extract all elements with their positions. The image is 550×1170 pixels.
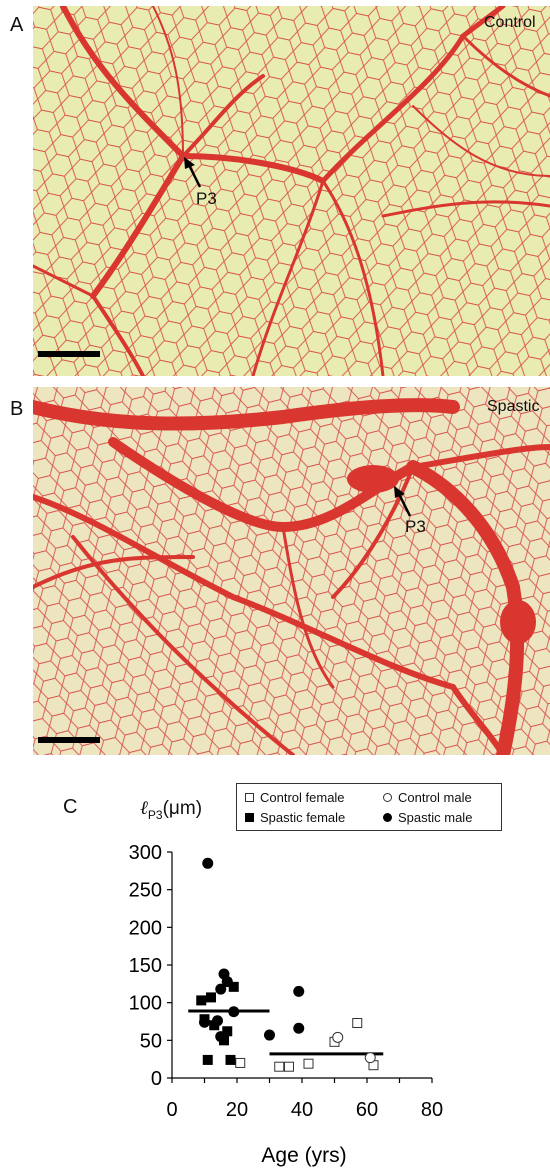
data-point-spastic-male: [264, 1029, 275, 1041]
data-point-control-female: [235, 1057, 246, 1068]
y-tick-label: 50: [140, 1030, 162, 1052]
y-tick-label: 150: [129, 955, 162, 977]
chart-y-axis-title: ℓP3(μm): [140, 797, 202, 822]
data-point-spastic-male: [202, 857, 214, 869]
x-tick-label: 80: [421, 1099, 443, 1121]
panel-b-condition-label: Spastic: [487, 398, 540, 415]
legend-label-spastic-female: Spastic female: [260, 810, 346, 825]
data-point-control-female: [274, 1061, 285, 1072]
data-point-spastic-female: [228, 981, 239, 992]
panel-b-letter: B: [10, 398, 24, 420]
y-tick-label: 250: [129, 880, 162, 902]
y-axis-subscript: P3: [147, 807, 163, 822]
data-point-spastic-male: [293, 1022, 305, 1034]
panel-c-letter: C: [63, 796, 78, 818]
data-point-control-male: [332, 1031, 344, 1043]
legend-label-control-male: Control male: [398, 790, 472, 805]
legend-item-control-male: Control male: [383, 790, 472, 805]
data-point-spastic-male: [215, 983, 227, 995]
x-tick-label: 0: [166, 1099, 177, 1121]
x-tick-label: 60: [356, 1099, 378, 1121]
legend-item-spastic-female: Spastic female: [245, 810, 345, 825]
data-point-spastic-male: [228, 1006, 240, 1018]
data-point-spastic-male: [215, 1031, 227, 1043]
y-tick-label: 0: [151, 1068, 162, 1090]
data-point-spastic-female: [225, 1054, 236, 1065]
y-tick-label: 100: [129, 993, 162, 1015]
y-tick-label: 300: [129, 842, 162, 864]
chart-c: 0 50 100 150 200 250 300 0 20 40 60 80 Age (yrs): [129, 842, 444, 1167]
legend-item-control-female: Control female: [245, 790, 345, 805]
open-square-icon: [245, 793, 254, 802]
x-tick-label: 20: [226, 1099, 248, 1121]
data-point-spastic-female: [222, 1026, 233, 1037]
data-point-spastic-male: [199, 1016, 210, 1028]
data-point-spastic-female: [209, 1020, 220, 1031]
filled-circle-icon: [383, 813, 392, 822]
data-point-control-female: [284, 1061, 294, 1072]
legend-label-control-female: Control female: [260, 790, 345, 805]
data-point-control-female: [352, 1018, 363, 1029]
panel-a-micrograph: [33, 6, 550, 376]
filled-square-icon: [245, 813, 254, 822]
x-tick-label: 40: [291, 1099, 313, 1121]
data-point-spastic-female: [196, 995, 207, 1006]
legend-label-spastic-male: Spastic male: [398, 810, 473, 825]
data-point-control-female: [303, 1058, 314, 1069]
panel-b-arrow: [394, 486, 412, 517]
y-axis-symbol: ℓ: [140, 797, 148, 819]
panel-a-condition-label: Control: [484, 14, 536, 31]
panel-a-letter: A: [10, 14, 24, 36]
y-axis-unit: (μm): [162, 798, 203, 819]
panel-a-p3-label: P3: [196, 189, 217, 208]
panel-a-arrow: [184, 157, 202, 188]
data-point-spastic-female: [206, 992, 216, 1003]
data-point-control-male: [364, 1052, 376, 1064]
y-tick-label: 200: [129, 917, 162, 939]
panel-b-scale-bar: [38, 737, 100, 743]
panel-a-scale-bar: [38, 351, 100, 357]
data-point-spastic-male: [221, 976, 233, 988]
legend-item-spastic-male: Spastic male: [383, 810, 472, 825]
chart-legend: Control female Control male Spastic fema…: [236, 783, 502, 831]
x-axis-title: Age (yrs): [261, 1144, 346, 1167]
data-point-spastic-male: [293, 985, 305, 997]
panel-b-micrograph: [33, 387, 550, 755]
data-point-spastic-male: [212, 1015, 223, 1027]
panel-b-p3-label: P3: [405, 517, 426, 536]
open-circle-icon: [383, 793, 392, 802]
data-point-spastic-female: [202, 1054, 213, 1065]
